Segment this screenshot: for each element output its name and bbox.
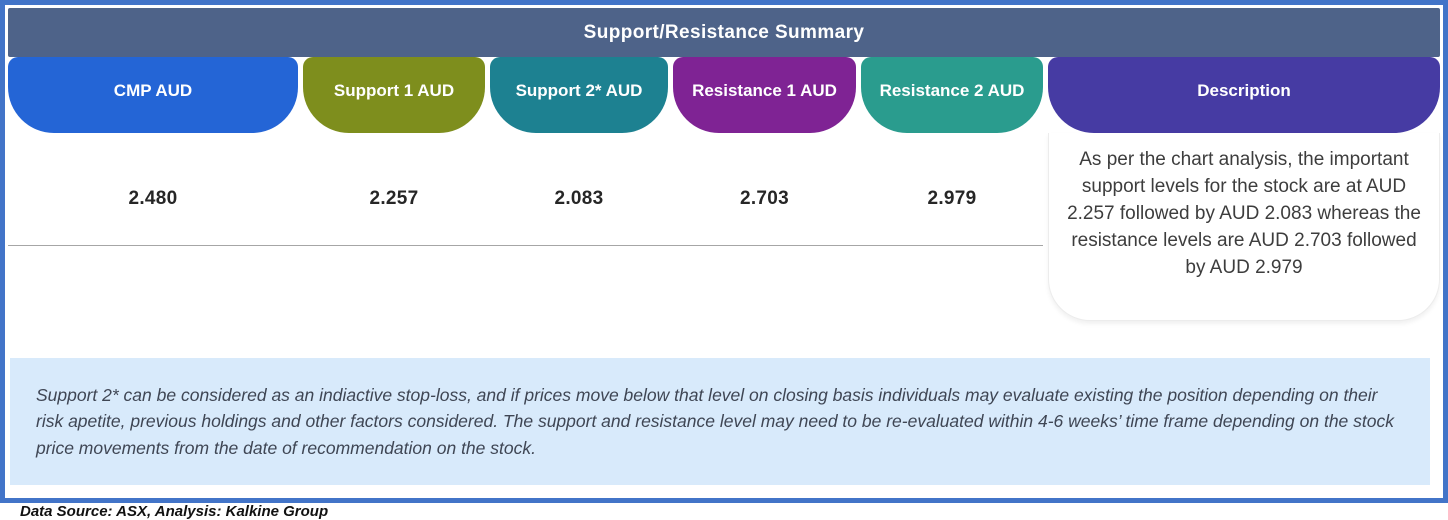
column-header-label: Support 2* AUD — [515, 80, 643, 100]
summary-table: CMP AUD Support 1 AUD Support 2* AUD Res… — [8, 57, 1440, 321]
value-resistance1: 2.703 — [739, 187, 790, 209]
column-header-label: CMP AUD — [113, 80, 193, 100]
value-support2: 2.083 — [554, 187, 604, 209]
table-title: Support/Resistance Summary — [583, 21, 865, 43]
title-band: Support/Resistance Summary — [8, 8, 1440, 57]
value-cmp: 2.480 — [128, 187, 178, 209]
column-header-label: Resistance 2 AUD — [879, 80, 1025, 100]
description-card: As per the chart analysis, the important… — [1048, 133, 1440, 321]
footnote-text: Support 2* can be considered as an india… — [36, 385, 1394, 458]
value-support1: 2.257 — [369, 187, 419, 209]
footnote-box: Support 2* can be considered as an india… — [10, 358, 1430, 485]
column-header-label: Support 1 AUD — [333, 80, 455, 100]
column-header-label: Description — [1197, 80, 1291, 100]
separator-line — [8, 245, 1043, 246]
column-header-description: Description — [1048, 57, 1440, 133]
column-header-label: Resistance 1 AUD — [692, 80, 837, 100]
value-resistance2: 2.979 — [927, 187, 977, 209]
column-header-support2: Support 2* AUD — [490, 57, 668, 133]
description-text: As per the chart analysis, the important… — [1067, 149, 1421, 278]
column-header-resistance1: Resistance 1 AUD — [673, 57, 856, 133]
column-header-resistance2: Resistance 2 AUD — [861, 57, 1043, 133]
column-header-cmp: CMP AUD — [8, 57, 298, 133]
data-source-text: Data Source: ASX, Analysis: Kalkine Grou… — [20, 502, 329, 520]
column-header-support1: Support 1 AUD — [303, 57, 485, 133]
